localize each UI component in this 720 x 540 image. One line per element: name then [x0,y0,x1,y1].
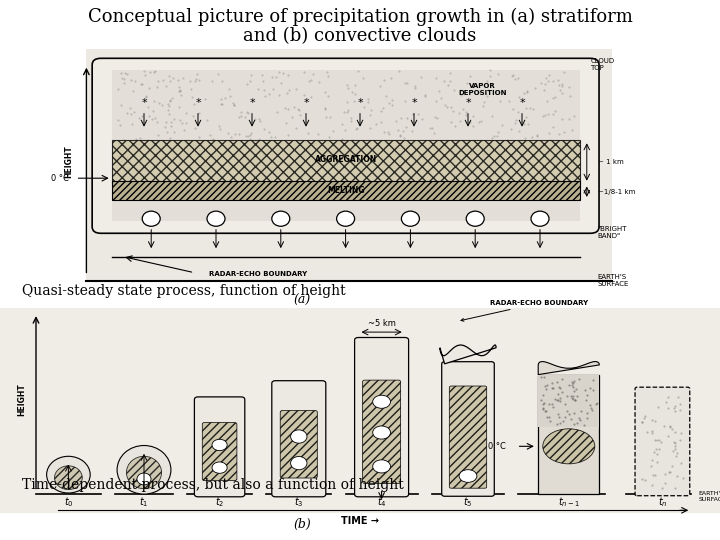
Text: *: * [357,98,363,107]
Ellipse shape [117,446,171,494]
Text: Quasi-steady state process, function of height: Quasi-steady state process, function of … [22,284,345,298]
FancyBboxPatch shape [355,338,409,497]
Ellipse shape [373,426,390,439]
Text: (b): (b) [294,518,311,531]
Text: *: * [141,98,147,107]
Text: VAPOR
DEPOSITION: VAPOR DEPOSITION [458,83,507,96]
Text: 0 °C: 0 °C [488,442,505,451]
Text: *: * [303,98,309,107]
Text: Conceptual picture of precipitation growth in (a) stratiform: Conceptual picture of precipitation grow… [88,8,632,26]
Polygon shape [539,361,599,375]
Ellipse shape [127,456,161,489]
Ellipse shape [212,439,228,450]
Text: *: * [519,98,525,107]
Text: *: * [465,98,471,107]
Ellipse shape [291,430,307,443]
Ellipse shape [337,211,355,226]
FancyBboxPatch shape [194,397,245,497]
Text: and (b) convective clouds: and (b) convective clouds [243,27,477,45]
Text: *: * [195,98,201,107]
Text: $t_{n-1}$: $t_{n-1}$ [558,495,580,509]
Text: AGGREGATION: AGGREGATION [315,155,377,164]
Text: HEIGHT: HEIGHT [64,146,73,178]
Ellipse shape [373,460,390,473]
Text: $t_0$: $t_0$ [63,495,73,509]
Text: EARTH'S
SURFACE: EARTH'S SURFACE [598,274,629,287]
Text: RADAR-ECHO BOUNDARY: RADAR-ECHO BOUNDARY [209,271,307,278]
Text: $t_n$: $t_n$ [657,495,667,509]
FancyBboxPatch shape [272,381,325,497]
Bar [539,375,600,427]
FancyBboxPatch shape [202,422,237,481]
Text: HEIGHT: HEIGHT [17,383,26,416]
Text: $t_2$: $t_2$ [215,495,225,509]
FancyBboxPatch shape [363,380,400,483]
Bar [112,181,580,200]
Text: 0 °C: 0 °C [50,174,68,183]
FancyBboxPatch shape [635,387,690,496]
Text: $t_5$: $t_5$ [463,495,473,509]
FancyBboxPatch shape [280,410,318,478]
Ellipse shape [272,211,289,226]
Bar [539,375,600,494]
Bar [112,140,580,184]
Text: $t_3$: $t_3$ [294,495,304,509]
Ellipse shape [55,466,82,490]
Ellipse shape [47,456,90,493]
Polygon shape [440,345,496,364]
Ellipse shape [143,211,161,226]
Ellipse shape [212,462,228,473]
Text: "BRIGHT
BAND": "BRIGHT BAND" [598,226,627,239]
Text: Time-dependent process, but also a function of height: Time-dependent process, but also a funct… [22,478,403,492]
FancyBboxPatch shape [449,386,487,488]
Ellipse shape [459,470,477,482]
Text: TIME →: TIME → [341,516,379,526]
Text: CLOUD
TOP: CLOUD TOP [590,58,615,71]
Text: EARTH'S
SURFACE: EARTH'S SURFACE [698,491,720,502]
FancyBboxPatch shape [92,58,599,233]
Text: ~5 km: ~5 km [368,320,395,328]
Text: *: * [249,98,255,107]
Text: (a): (a) [294,294,311,307]
Text: $t_1$: $t_1$ [139,495,149,509]
Text: MELTING: MELTING [327,186,364,194]
Ellipse shape [207,211,225,226]
Bar [112,70,580,221]
Ellipse shape [402,211,419,226]
Ellipse shape [373,395,390,408]
Bar [86,49,612,281]
Ellipse shape [531,211,549,226]
Ellipse shape [543,429,595,464]
Text: $t_4$: $t_4$ [377,495,387,509]
Text: ~ 1 km: ~ 1 km [598,159,624,165]
Ellipse shape [137,473,151,485]
Ellipse shape [291,456,307,470]
Text: ~1/8-1 km: ~1/8-1 km [598,188,635,195]
Bar [0,308,720,513]
Text: *: * [411,98,417,107]
Text: RADAR-ECHO BOUNDARY: RADAR-ECHO BOUNDARY [461,300,588,321]
Ellipse shape [467,211,484,226]
FancyBboxPatch shape [442,362,495,496]
